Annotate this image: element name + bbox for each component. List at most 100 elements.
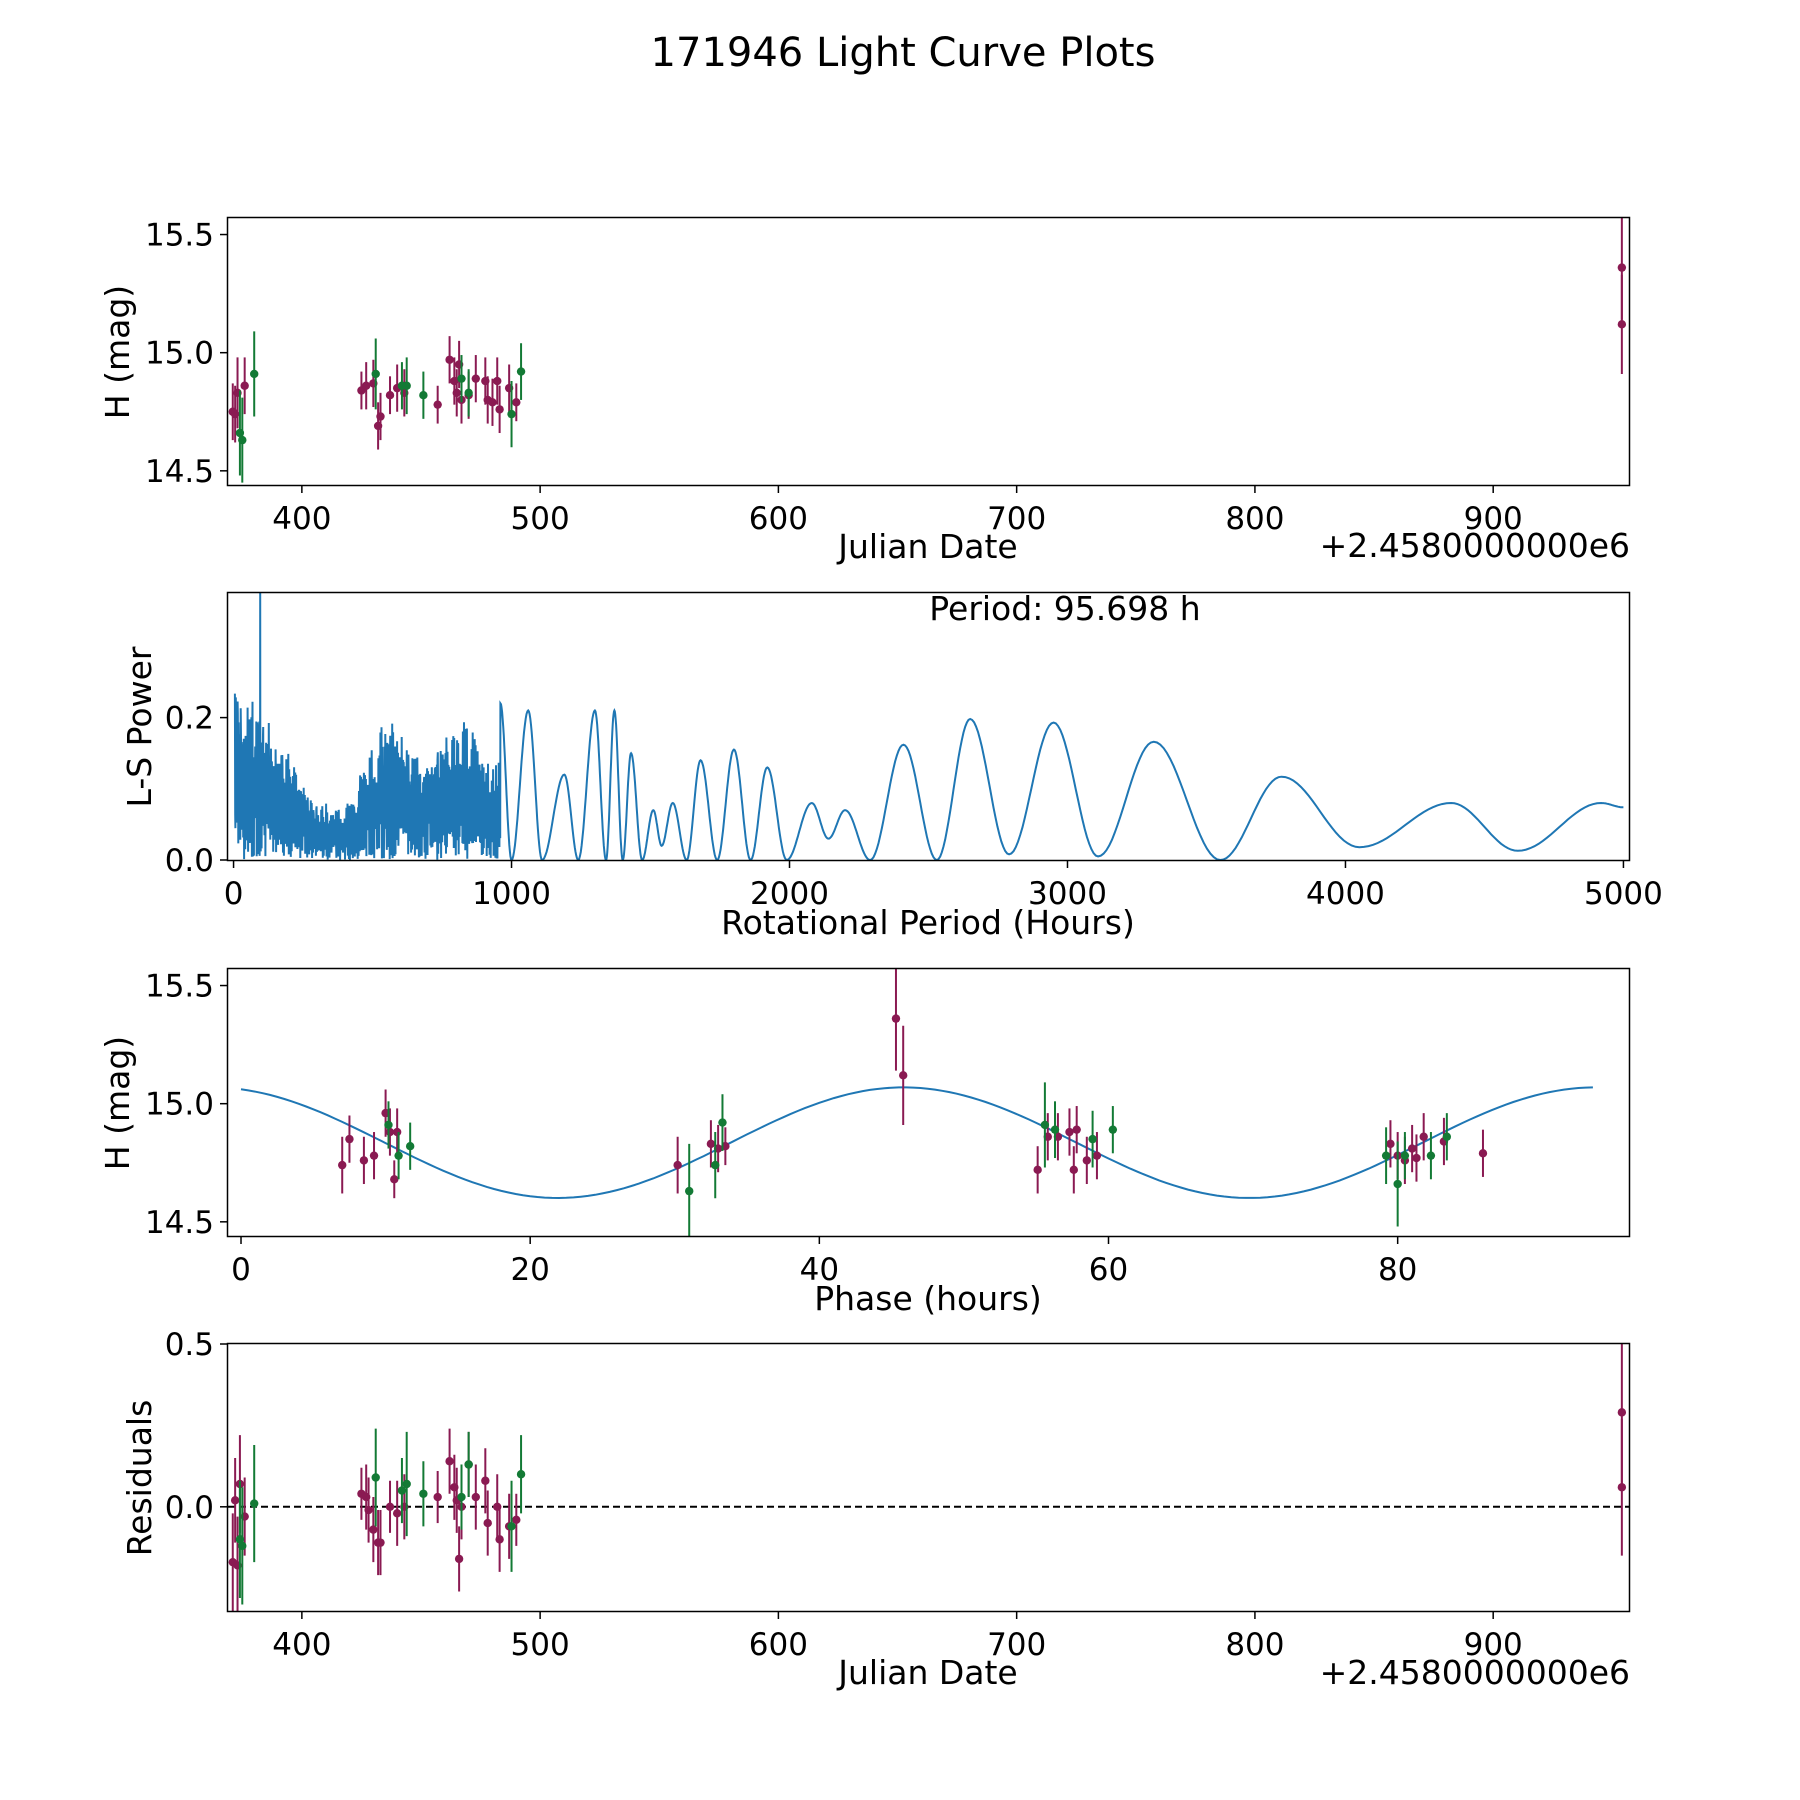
green-data-point <box>402 381 411 390</box>
y-tick-label: 15.5 <box>145 218 214 254</box>
magenta-data-point <box>1033 1165 1042 1175</box>
green-data-point <box>397 1486 407 1495</box>
green-data-point <box>685 1186 694 1196</box>
green-data-point <box>1108 1125 1118 1134</box>
x-tick-label: 600 <box>749 1627 808 1663</box>
magenta-data-point <box>471 1492 480 1502</box>
x-tick-label: 400 <box>272 501 331 537</box>
magenta-data-point <box>493 376 502 386</box>
magenta-data-point <box>359 1156 369 1165</box>
green-data-point <box>238 1541 247 1551</box>
x-tick-label: 800 <box>1225 501 1284 537</box>
light-curve-offset-label: +2.4580000000e6 <box>1320 526 1630 565</box>
residuals-axes-frame <box>226 1342 1631 1613</box>
green-data-point <box>1426 1151 1436 1160</box>
magenta-data-point <box>1092 1151 1102 1160</box>
magenta-data-point <box>454 1554 464 1564</box>
magenta-data-point <box>392 1127 402 1137</box>
periodogram-y-ticks: 0.0 0.2 <box>165 701 228 879</box>
green-data-point <box>516 1470 526 1479</box>
sine-fit-curve <box>240 1086 1593 1200</box>
magenta-data-point <box>385 391 395 400</box>
magenta-data-point <box>1065 1127 1074 1137</box>
periodogram-curve <box>233 593 1624 860</box>
residuals-x-ticks: 400 500 600 700 800 900 <box>272 1611 1523 1663</box>
magenta-data-point <box>433 1492 442 1502</box>
magenta-data-point <box>495 1535 504 1544</box>
y-tick-label: 0.0 <box>165 843 214 879</box>
y-tick-label: 14.5 <box>145 1205 214 1241</box>
x-tick-label: 0 <box>231 1252 251 1288</box>
y-tick-label: 15.5 <box>145 969 214 1005</box>
x-tick-label: 5000 <box>1584 876 1663 912</box>
x-tick-label: 900 <box>1464 1627 1523 1663</box>
x-tick-label: 40 <box>800 1252 839 1288</box>
x-tick-label: 500 <box>511 501 570 537</box>
magenta-data-point <box>481 1476 490 1485</box>
y-tick-label: 14.5 <box>145 454 214 490</box>
magenta-data-point <box>1412 1153 1421 1163</box>
periodogram-panel: 0 1000 2000 3000 4000 5000 0.0 0.2 Period: 95.… <box>120 589 1663 942</box>
y-tick-label: 15.0 <box>145 1087 214 1123</box>
magenta-data-point <box>483 1518 492 1528</box>
green-data-point <box>1393 1179 1402 1189</box>
magenta-data-point <box>512 1515 521 1525</box>
green-data-point <box>507 409 516 419</box>
magenta-data-point <box>361 381 371 390</box>
light-curve-y-label: H (mag) <box>98 285 137 419</box>
green-data-point <box>238 435 247 445</box>
magenta-data-point <box>1407 1144 1417 1153</box>
light-curve-axes-frame <box>226 216 1631 487</box>
magenta-data-point <box>390 1175 399 1184</box>
magenta-data-point <box>1069 1165 1079 1175</box>
residuals-x-label: Julian Date <box>836 1653 1018 1692</box>
light-curve-marks <box>228 218 1627 483</box>
magenta-data-point <box>338 1160 347 1170</box>
phase-fold-y-label: H (mag) <box>98 1036 137 1170</box>
light-curve-x-ticks: 400 500 600 700 800 900 <box>272 485 1523 537</box>
periodogram-axes-frame <box>226 591 1631 862</box>
green-data-point <box>371 369 380 379</box>
magenta-data-point <box>452 388 461 398</box>
y-tick-label: 0.5 <box>165 1327 214 1363</box>
magenta-data-point <box>392 1509 402 1518</box>
green-data-point <box>1088 1134 1097 1144</box>
periodogram-y-label: L-S Power <box>120 646 159 807</box>
green-data-point <box>1040 1120 1050 1130</box>
green-data-point <box>384 1120 393 1130</box>
phase-fold-axes-frame <box>226 967 1631 1238</box>
x-tick-label: 400 <box>272 1627 331 1663</box>
y-tick-label: 15.0 <box>145 336 214 372</box>
x-tick-label: 700 <box>987 501 1046 537</box>
green-data-point <box>394 1151 403 1160</box>
green-data-point <box>1400 1151 1410 1160</box>
periodogram-x-label: Rotational Period (Hours) <box>721 903 1135 942</box>
periodogram-annotation: Period: 95.698 h <box>929 589 1200 628</box>
magenta-data-point <box>445 355 454 364</box>
magenta-data-point <box>385 1127 395 1137</box>
magenta-data-point <box>1419 1132 1428 1141</box>
x-tick-label: 600 <box>749 501 808 537</box>
green-data-point <box>1442 1132 1452 1141</box>
magenta-data-point <box>385 1502 395 1512</box>
residuals-y-ticks: 0.0 0.5 <box>165 1327 228 1526</box>
periodogram-marks <box>233 593 1624 860</box>
magenta-data-point <box>369 1151 379 1160</box>
green-data-point <box>516 367 526 376</box>
phase-fold-panel: 0 20 40 60 80 14.5 15.0 15.5 Phase (hours) H (… <box>98 967 1631 1318</box>
x-tick-label: 4000 <box>1306 876 1385 912</box>
green-data-point <box>457 1492 466 1502</box>
green-data-point <box>718 1118 727 1127</box>
x-tick-label: 80 <box>1378 1252 1417 1288</box>
residuals-panel: 400 500 600 700 800 900 0.0 0.5 Julian Date +2… <box>120 1327 1631 1692</box>
x-tick-label: 800 <box>1225 1627 1284 1663</box>
x-tick-label: 500 <box>511 1627 570 1663</box>
green-data-point <box>1050 1125 1060 1134</box>
magenta-data-point <box>673 1160 682 1170</box>
magenta-data-point <box>512 398 521 407</box>
y-tick-label: 0.0 <box>165 1490 214 1526</box>
magenta-data-point <box>345 1134 354 1144</box>
green-data-point <box>711 1160 720 1170</box>
x-tick-label: 20 <box>510 1252 549 1288</box>
